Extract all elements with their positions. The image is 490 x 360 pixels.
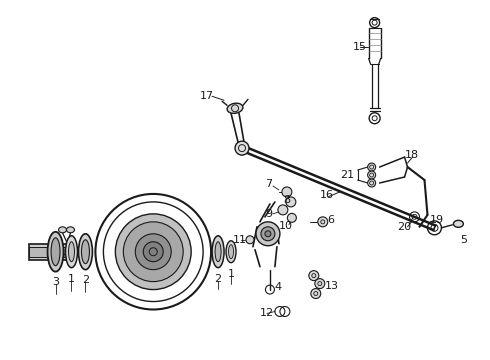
Circle shape — [265, 231, 271, 237]
Circle shape — [143, 242, 163, 262]
Ellipse shape — [215, 242, 221, 262]
Text: 10: 10 — [279, 221, 293, 231]
Ellipse shape — [228, 245, 234, 259]
Text: 18: 18 — [405, 150, 418, 160]
Ellipse shape — [69, 242, 74, 262]
Circle shape — [123, 222, 183, 282]
Circle shape — [311, 289, 321, 298]
Circle shape — [368, 171, 376, 179]
Circle shape — [318, 217, 328, 227]
Ellipse shape — [48, 232, 64, 272]
Text: 2: 2 — [82, 275, 89, 285]
Text: 12: 12 — [260, 309, 274, 319]
Text: 17: 17 — [200, 91, 214, 101]
Text: 20: 20 — [397, 222, 412, 232]
Circle shape — [135, 234, 171, 270]
Circle shape — [287, 213, 296, 222]
Text: 3: 3 — [52, 276, 59, 287]
Text: 6: 6 — [327, 215, 334, 225]
Text: 13: 13 — [325, 280, 339, 291]
Text: 14: 14 — [52, 249, 67, 259]
Circle shape — [261, 227, 275, 241]
Text: 5: 5 — [461, 235, 467, 245]
Circle shape — [368, 179, 376, 187]
Circle shape — [115, 214, 191, 289]
Text: 8: 8 — [283, 195, 290, 205]
Ellipse shape — [66, 236, 77, 268]
Ellipse shape — [227, 103, 243, 113]
Text: 1: 1 — [227, 269, 235, 279]
Circle shape — [246, 236, 254, 244]
Text: 7: 7 — [265, 179, 272, 189]
Circle shape — [315, 279, 325, 289]
Circle shape — [286, 197, 296, 207]
Text: 4: 4 — [275, 282, 282, 292]
Ellipse shape — [78, 234, 93, 270]
Ellipse shape — [81, 240, 90, 264]
Text: 16: 16 — [320, 190, 334, 200]
Circle shape — [278, 205, 288, 215]
Circle shape — [235, 141, 249, 155]
Bar — [28, 247, 71, 257]
Text: 9: 9 — [265, 209, 272, 219]
Text: 19: 19 — [429, 215, 443, 225]
Circle shape — [309, 271, 319, 280]
Text: 11: 11 — [233, 235, 247, 245]
Ellipse shape — [58, 227, 67, 233]
Circle shape — [368, 163, 376, 171]
Text: 1: 1 — [68, 274, 75, 284]
Bar — [28, 244, 71, 260]
Circle shape — [256, 222, 280, 246]
Ellipse shape — [67, 227, 74, 233]
Ellipse shape — [212, 236, 224, 268]
Ellipse shape — [226, 241, 236, 263]
Circle shape — [282, 187, 292, 197]
Text: 15: 15 — [353, 41, 367, 51]
Text: 21: 21 — [340, 170, 354, 180]
Ellipse shape — [51, 238, 60, 266]
Text: 2: 2 — [215, 274, 221, 284]
Ellipse shape — [453, 220, 464, 227]
